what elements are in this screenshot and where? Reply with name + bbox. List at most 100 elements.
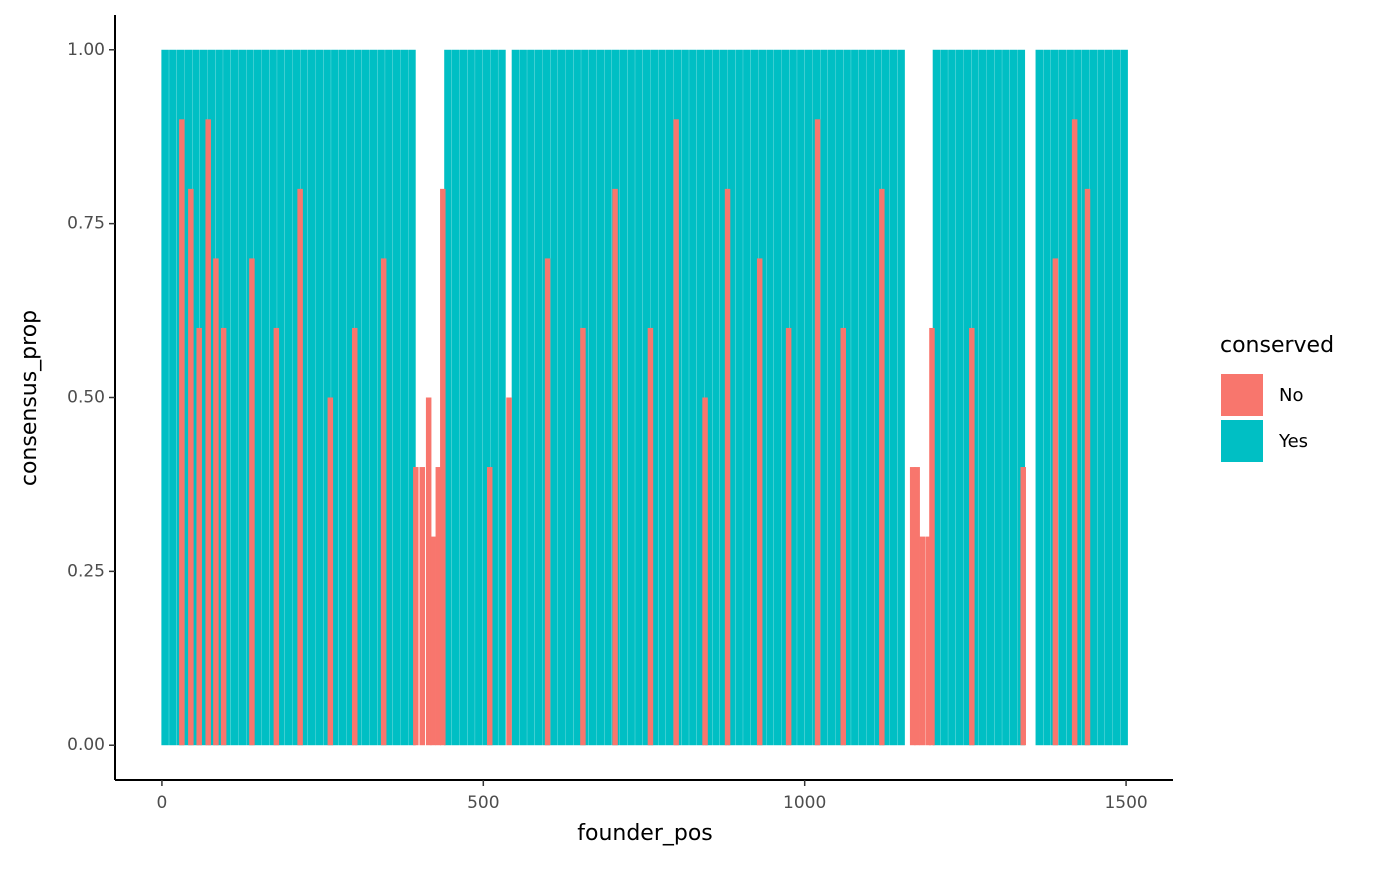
bar <box>369 49 378 746</box>
bar <box>955 49 964 746</box>
bar <box>511 49 520 746</box>
bar <box>647 327 654 746</box>
bar <box>879 188 885 746</box>
bar <box>735 49 743 746</box>
x-tick-label: 500 <box>467 793 499 813</box>
bar <box>724 188 731 746</box>
bar <box>940 49 948 746</box>
bar <box>914 467 920 746</box>
bar <box>814 119 821 746</box>
bar <box>361 49 370 746</box>
bar <box>419 467 425 746</box>
bar <box>192 49 200 746</box>
bar <box>919 536 926 746</box>
bar <box>963 49 972 746</box>
bar <box>858 49 867 746</box>
bar <box>408 49 416 746</box>
bar <box>874 49 882 746</box>
bar <box>179 119 185 746</box>
bar <box>1052 258 1059 746</box>
bar <box>385 49 393 746</box>
bar <box>413 467 419 746</box>
bar <box>619 49 628 746</box>
bar <box>220 327 227 746</box>
bar <box>743 49 751 746</box>
bar <box>1058 49 1067 746</box>
bar <box>482 49 491 746</box>
bar <box>451 49 460 746</box>
x-axis-title: founder_pos <box>577 821 713 846</box>
bar <box>785 327 792 746</box>
bar <box>1043 49 1051 746</box>
bar <box>1066 49 1074 746</box>
bar <box>169 49 177 746</box>
bar <box>897 49 905 746</box>
bar <box>307 49 316 746</box>
bar <box>1089 49 1098 746</box>
bar <box>527 49 535 746</box>
bar <box>199 49 208 746</box>
bar <box>297 188 303 746</box>
bar <box>986 49 995 746</box>
bar <box>223 49 231 746</box>
bar <box>596 49 605 746</box>
bar <box>1104 49 1113 746</box>
bar <box>1035 49 1044 746</box>
bar <box>459 49 468 746</box>
bar <box>435 467 442 746</box>
bar <box>889 49 898 746</box>
bar <box>213 258 219 746</box>
bar <box>588 49 597 746</box>
bar <box>323 49 331 746</box>
bar <box>261 49 270 746</box>
bar <box>971 49 979 746</box>
y-tick-label: 0.75 <box>67 214 105 234</box>
bar <box>881 49 890 746</box>
bar <box>1009 49 1018 746</box>
bar <box>557 49 566 746</box>
bar <box>820 49 828 746</box>
bar <box>550 49 558 746</box>
bar <box>188 188 194 746</box>
bar <box>658 49 666 746</box>
bar <box>440 188 446 746</box>
bar <box>756 258 763 746</box>
x-tick-label: 1500 <box>1104 793 1147 813</box>
bar <box>650 49 659 746</box>
bar <box>205 119 211 746</box>
bar <box>665 49 674 746</box>
bar <box>400 49 408 746</box>
bar <box>1120 49 1128 746</box>
bar <box>284 49 293 746</box>
bar <box>354 49 362 746</box>
bar <box>544 258 551 746</box>
y-tick-label: 0.25 <box>67 561 105 581</box>
bar <box>467 49 475 746</box>
bar <box>866 49 875 746</box>
bar <box>797 49 805 746</box>
bar <box>1017 49 1026 746</box>
bar <box>346 49 355 746</box>
bar <box>827 49 836 746</box>
bar <box>565 49 574 746</box>
bar <box>969 327 975 746</box>
bar <box>580 327 586 746</box>
legend-title: conserved <box>1220 333 1334 358</box>
bar <box>196 327 202 746</box>
bar <box>843 49 851 746</box>
y-axis-title: consensus_prop <box>17 310 42 486</box>
y-tick-label: 0.00 <box>67 735 105 755</box>
bar <box>338 49 347 746</box>
bar <box>331 49 339 746</box>
bar <box>238 49 247 746</box>
bar <box>689 49 697 746</box>
bar <box>1074 49 1082 746</box>
bar <box>925 536 931 746</box>
bar <box>486 467 493 746</box>
bar <box>161 49 169 746</box>
bar <box>835 49 844 746</box>
bar <box>978 49 987 746</box>
bar <box>519 49 527 746</box>
x-tick-label: 1000 <box>783 793 826 813</box>
